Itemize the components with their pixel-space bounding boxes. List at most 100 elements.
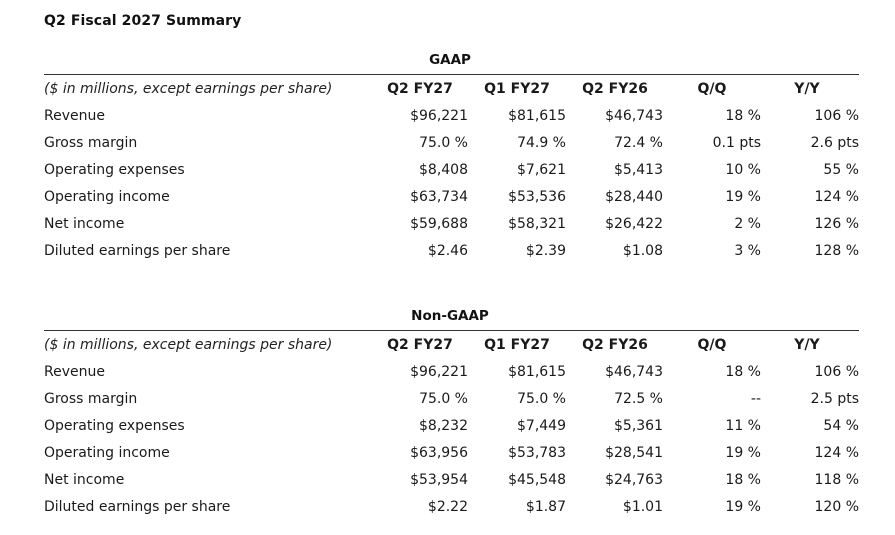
- table-cell: $8,232: [419, 418, 468, 434]
- table-cell: 10 %: [725, 162, 761, 178]
- table-cell: $81,615: [508, 364, 566, 380]
- table-cell: 124 %: [814, 189, 859, 205]
- table-cell: $2.22: [427, 499, 468, 515]
- table-cell: 75.0 %: [517, 391, 566, 407]
- section-heading: Non-GAAP: [411, 308, 489, 324]
- table-cell: $28,541: [605, 445, 663, 461]
- table-row: Revenue $96,221 $81,615 $46,743 18 % 106…: [44, 103, 859, 130]
- table-cell: $28,440: [605, 189, 663, 205]
- table-cell: $2.46: [427, 243, 468, 259]
- table-cell: 19 %: [725, 445, 761, 461]
- table-cell: 118 %: [814, 472, 859, 488]
- table-cell: 11 %: [725, 418, 761, 434]
- table-cell: $7,621: [517, 162, 566, 178]
- row-label: Revenue: [44, 364, 105, 380]
- table-cell: $5,413: [614, 162, 663, 178]
- table-cell: $1.87: [525, 499, 566, 515]
- table-cell: 19 %: [725, 499, 761, 515]
- row-label: Net income: [44, 216, 125, 232]
- column-header: Y/Y: [794, 337, 820, 353]
- section-heading: GAAP: [429, 52, 471, 68]
- table-cell: 18 %: [725, 108, 761, 124]
- row-label: Operating expenses: [44, 162, 185, 178]
- table-cell: $58,321: [508, 216, 566, 232]
- column-header: Q2 FY26: [582, 337, 648, 353]
- table-cell: $24,763: [605, 472, 663, 488]
- table-cell: --: [750, 391, 761, 407]
- header-divider: [44, 74, 859, 75]
- row-label: Revenue: [44, 108, 105, 124]
- table-cell: $26,422: [605, 216, 663, 232]
- table-row: Operating expenses $8,232 $7,449 $5,361 …: [44, 413, 859, 440]
- table-row: Net income $59,688 $58,321 $26,422 2 % 1…: [44, 211, 859, 238]
- table-cell: 3 %: [734, 243, 761, 259]
- table-cell: $53,954: [410, 472, 468, 488]
- table-cell: $8,408: [419, 162, 468, 178]
- table-cell: $46,743: [605, 364, 663, 380]
- column-header: Q2 FY27: [387, 81, 453, 97]
- table-cell: 126 %: [814, 216, 859, 232]
- header-units-label: ($ in millions, except earnings per shar…: [44, 81, 333, 97]
- table-cell: 19 %: [725, 189, 761, 205]
- table-cell: 75.0 %: [419, 391, 468, 407]
- table-cell: $2.39: [525, 243, 566, 259]
- table-cell: 2 %: [734, 216, 761, 232]
- table-row: Operating expenses $8,408 $7,621 $5,413 …: [44, 157, 859, 184]
- column-header: Y/Y: [794, 81, 820, 97]
- header-units-label: ($ in millions, except earnings per shar…: [44, 337, 333, 353]
- table-cell: 18 %: [725, 472, 761, 488]
- table-row: Gross margin 75.0 % 75.0 % 72.5 % -- 2.5…: [44, 386, 859, 413]
- table-cell: 2.6 pts: [810, 135, 859, 151]
- table-cell: $7,449: [517, 418, 566, 434]
- column-header: Q/Q: [697, 81, 727, 97]
- row-label: Diluted earnings per share: [44, 243, 231, 259]
- row-label: Operating income: [44, 445, 170, 461]
- table-cell: $1.08: [622, 243, 663, 259]
- table-cell: 124 %: [814, 445, 859, 461]
- row-label: Gross margin: [44, 135, 138, 151]
- table-cell: $63,734: [410, 189, 468, 205]
- table-row: Operating income $63,734 $53,536 $28,440…: [44, 184, 859, 211]
- table-cell: 55 %: [823, 162, 859, 178]
- table-cell: $5,361: [614, 418, 663, 434]
- table-row: Net income $53,954 $45,548 $24,763 18 % …: [44, 467, 859, 494]
- column-header: Q2 FY26: [582, 81, 648, 97]
- table-row: Diluted earnings per share $2.46 $2.39 $…: [44, 238, 859, 265]
- table-cell: 74.9 %: [517, 135, 566, 151]
- table-row: Diluted earnings per share $2.22 $1.87 $…: [44, 494, 859, 521]
- table-row: Gross margin 75.0 % 74.9 % 72.4 % 0.1 pt…: [44, 130, 859, 157]
- column-header: Q1 FY27: [484, 337, 550, 353]
- table-cell: 106 %: [814, 364, 859, 380]
- table-cell: $53,783: [508, 445, 566, 461]
- column-header: Q/Q: [697, 337, 727, 353]
- table-cell: 72.5 %: [614, 391, 663, 407]
- column-header: Q1 FY27: [484, 81, 550, 97]
- table-cell: 75.0 %: [419, 135, 468, 151]
- table-cell: 106 %: [814, 108, 859, 124]
- table-cell: $59,688: [410, 216, 468, 232]
- row-label: Operating income: [44, 189, 170, 205]
- table-cell: $46,743: [605, 108, 663, 124]
- header-divider: [44, 330, 859, 331]
- table-cell: 0.1 pts: [712, 135, 761, 151]
- table-row: Operating income $63,956 $53,783 $28,541…: [44, 440, 859, 467]
- table-cell: $53,536: [508, 189, 566, 205]
- table-row: Revenue $96,221 $81,615 $46,743 18 % 106…: [44, 359, 859, 386]
- table-cell: $96,221: [410, 364, 468, 380]
- table-cell: $96,221: [410, 108, 468, 124]
- table-cell: 18 %: [725, 364, 761, 380]
- row-label: Net income: [44, 472, 125, 488]
- table-cell: 72.4 %: [614, 135, 663, 151]
- table-cell: $63,956: [410, 445, 468, 461]
- table-header-row: ($ in millions, except earnings per shar…: [44, 332, 859, 359]
- page-title: Q2 Fiscal 2027 Summary: [44, 13, 242, 29]
- table-cell: $45,548: [508, 472, 566, 488]
- column-header: Q2 FY27: [387, 337, 453, 353]
- table-cell: 2.5 pts: [810, 391, 859, 407]
- table-cell: $81,615: [508, 108, 566, 124]
- table-cell: $1.01: [622, 499, 663, 515]
- table-cell: 120 %: [814, 499, 859, 515]
- table-header-row: ($ in millions, except earnings per shar…: [44, 76, 859, 103]
- table-cell: 54 %: [823, 418, 859, 434]
- table-cell: 128 %: [814, 243, 859, 259]
